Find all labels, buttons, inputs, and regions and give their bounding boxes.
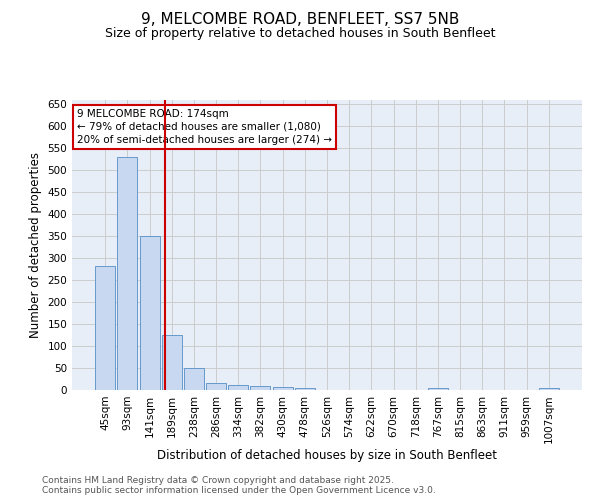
Text: Contains HM Land Registry data © Crown copyright and database right 2025.
Contai: Contains HM Land Registry data © Crown c… [42,476,436,495]
Bar [272,387,293,390]
Bar [295,388,315,390]
Bar [206,382,226,390]
Text: Size of property relative to detached houses in South Benfleet: Size of property relative to detached ho… [105,28,495,40]
X-axis label: Distribution of detached houses by size in South Benfleet: Distribution of detached houses by size … [157,449,497,462]
Bar [95,266,115,390]
Bar [539,388,559,390]
Y-axis label: Number of detached properties: Number of detached properties [29,152,42,338]
Text: 9 MELCOMBE ROAD: 174sqm
← 79% of detached houses are smaller (1,080)
20% of semi: 9 MELCOMBE ROAD: 174sqm ← 79% of detache… [77,108,332,145]
Bar [140,236,160,390]
Bar [118,157,137,390]
Bar [162,335,182,390]
Text: 9, MELCOMBE ROAD, BENFLEET, SS7 5NB: 9, MELCOMBE ROAD, BENFLEET, SS7 5NB [141,12,459,28]
Bar [228,384,248,390]
Bar [428,388,448,390]
Bar [184,368,204,390]
Bar [250,386,271,390]
